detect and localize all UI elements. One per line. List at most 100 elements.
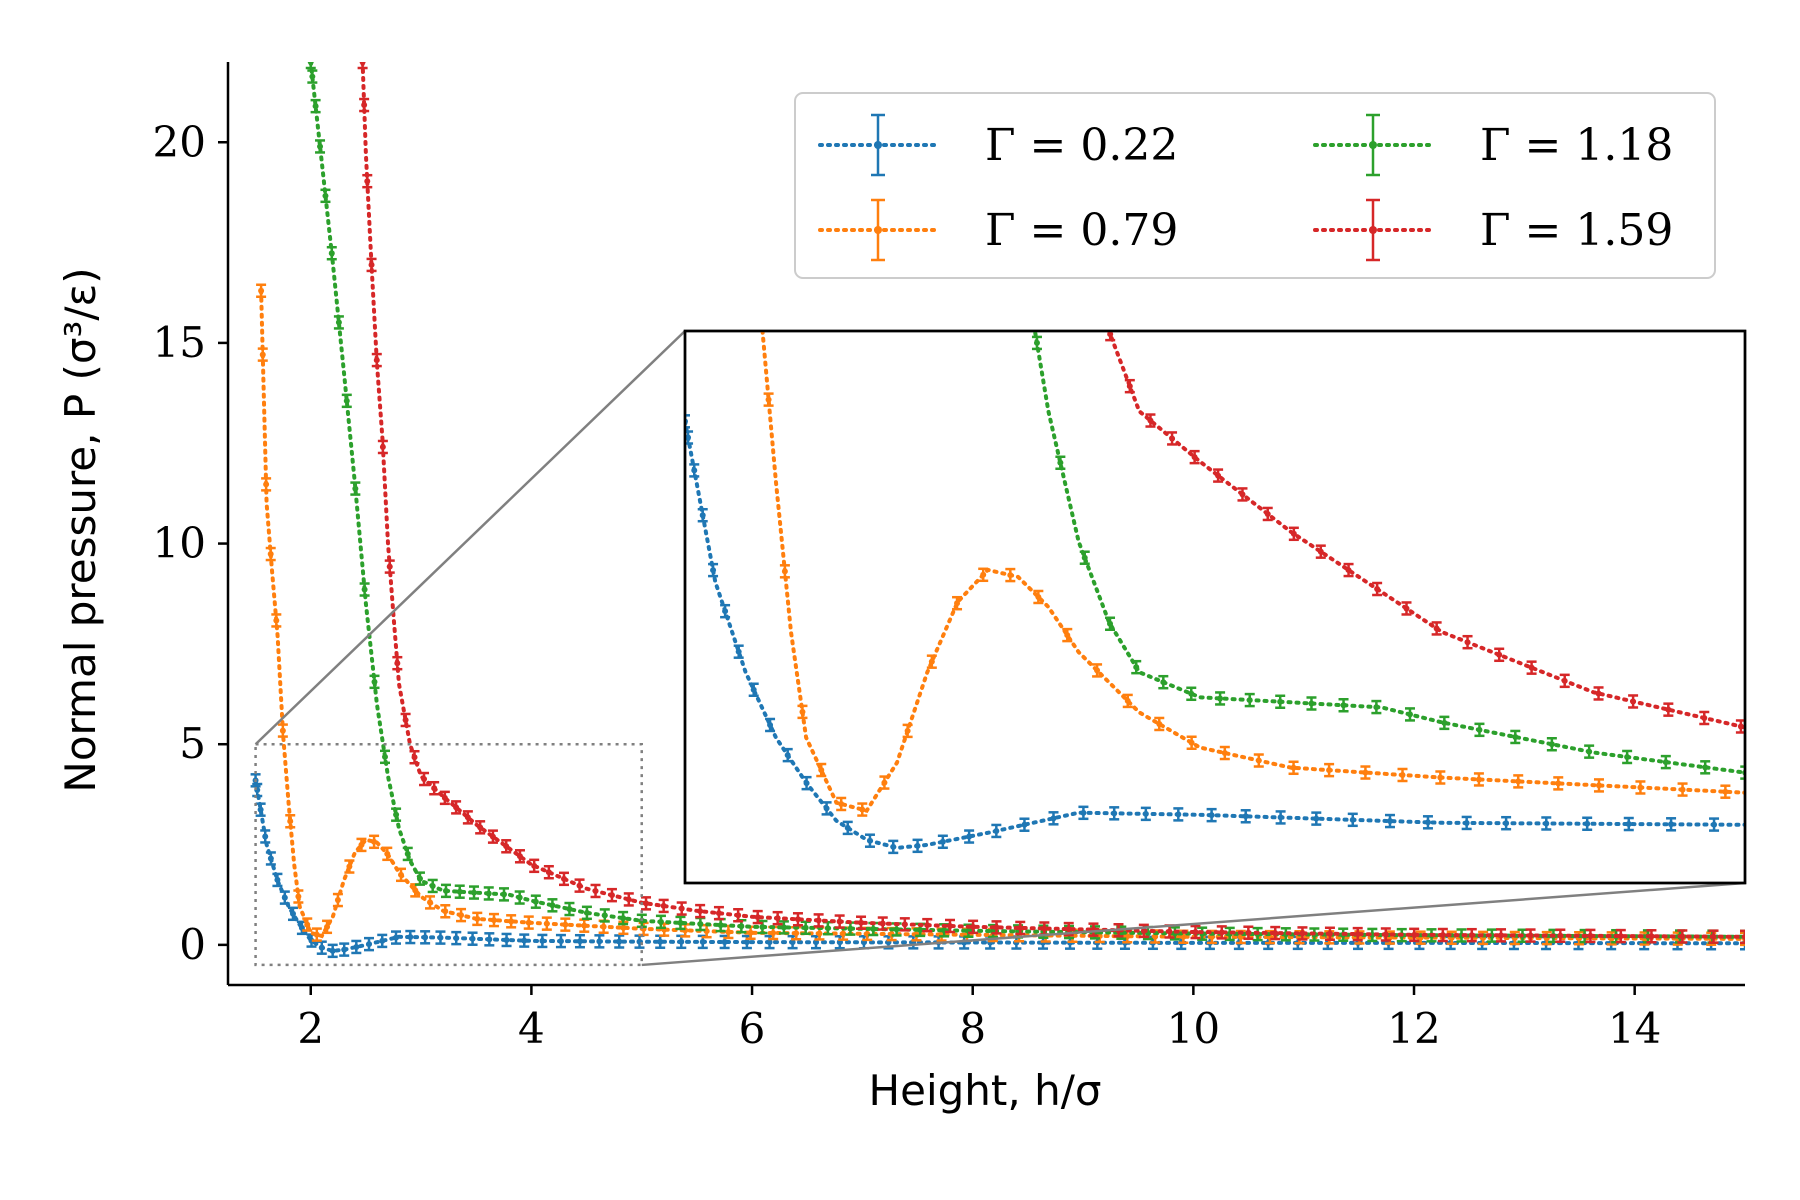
main-point-3 [453,804,460,811]
main-point-1 [581,922,588,929]
main-point-3 [1065,926,1072,933]
inset-point-1 [904,727,911,734]
main-point-2 [471,889,478,896]
x-tick-label: 8 [959,1004,986,1053]
main-point-2 [657,918,664,925]
inset-point-3 [1290,530,1297,537]
main-point-2 [870,926,877,933]
main-point-3 [901,921,908,928]
inset-point-2 [1476,726,1483,733]
legend-frame [794,92,1716,279]
main-point-3 [1192,929,1199,936]
inset-point-0 [844,824,851,831]
main-point-3 [608,892,615,899]
inset-point-2 [1406,711,1413,718]
inset-point-1 [1555,780,1562,787]
main-point-2 [393,811,400,818]
main-point-3 [879,920,886,927]
legend-label-0: Γ = 0.22 [985,120,1178,171]
main-point-3 [1679,933,1686,940]
inset-point-3 [1215,472,1222,479]
main-point-3 [361,102,368,109]
main-point-1 [263,481,270,488]
main-point-2 [802,924,809,931]
main-point-1 [279,727,286,734]
main-point-0 [318,944,325,951]
inset-point-0 [767,721,774,728]
legend-entry-0: Γ = 0.22 [818,113,1178,177]
main-point-1 [258,287,265,294]
main-point-3 [394,660,401,667]
inset-point-2 [1217,695,1224,702]
main-point-1 [358,841,365,848]
inset-point-2 [1783,772,1789,778]
inset-series-3 [1105,331,1781,735]
inset-point-0 [735,648,742,655]
inset-point-2 [1586,748,1593,755]
main-point-0 [267,855,274,862]
inset-point-0 [685,434,692,441]
inset-point-3 [1561,677,1568,684]
main-point-0 [329,947,336,954]
inset-point-3 [1345,567,1352,574]
main-point-3 [503,843,510,850]
main-point-2 [371,678,378,685]
main-point-0 [576,938,583,945]
inset-point-2 [1340,702,1347,709]
inset-point-2 [1107,620,1114,627]
main-point-3 [373,357,380,364]
inset-point-3 [1126,383,1133,390]
inset-point-0 [722,608,729,615]
main-point-2 [824,925,831,932]
inset-series-line-0 [685,419,1745,850]
main-point-0 [379,937,386,944]
main-point-2 [322,192,329,199]
main-point-0 [486,936,493,943]
main-point-3 [1468,932,1475,939]
inset-point-1 [1637,784,1644,791]
inset-point-1 [1255,757,1262,764]
main-point-1 [474,915,481,922]
main-point-1 [412,887,419,894]
inset-point-2 [1081,554,1088,561]
inset-point-1 [737,0,743,5]
main-point-0 [274,876,281,883]
inset-point-1 [954,600,961,607]
inset-point-0 [1711,821,1718,828]
inset-point-3 [1496,651,1503,658]
inset-point-0 [1142,810,1149,817]
main-point-3 [697,908,704,915]
inset-point-0 [823,805,830,812]
main-point-2 [328,250,335,257]
main-point-1 [793,930,800,937]
plot-area [250,62,1746,967]
x-tick-label: 6 [739,1004,766,1053]
inset-point-0 [1424,819,1431,826]
inset-point-3 [1403,605,1410,612]
x-tick-label: 12 [1387,1004,1440,1053]
inset-point-2 [1133,664,1140,671]
main-point-1 [600,923,607,930]
main-point-1 [508,918,515,925]
main-point-1 [427,899,434,906]
x-tick-label: 14 [1608,1004,1661,1053]
y-tick-label: 20 [153,117,206,166]
inset-point-1 [1221,750,1228,757]
main-point-3 [1710,933,1717,940]
main-point-1 [840,930,847,937]
main-point-3 [1041,925,1048,932]
main-point-3 [754,914,761,921]
inset-point-3 [1317,548,1324,555]
inset-point-2 [990,20,996,26]
main-point-0 [678,938,685,945]
main-point-1 [384,850,391,857]
inset-point-1 [1188,739,1195,746]
main-point-1 [287,818,294,825]
inset-point-0 [1080,809,1087,816]
inset-point-1 [881,779,888,786]
inset-point-3 [1775,729,1781,735]
inset-point-1 [1437,774,1444,781]
inset-point-2 [1373,704,1380,711]
y-axis-label: Normal pressure, P (σ³/ε) [56,267,105,792]
main-point-3 [411,754,418,761]
